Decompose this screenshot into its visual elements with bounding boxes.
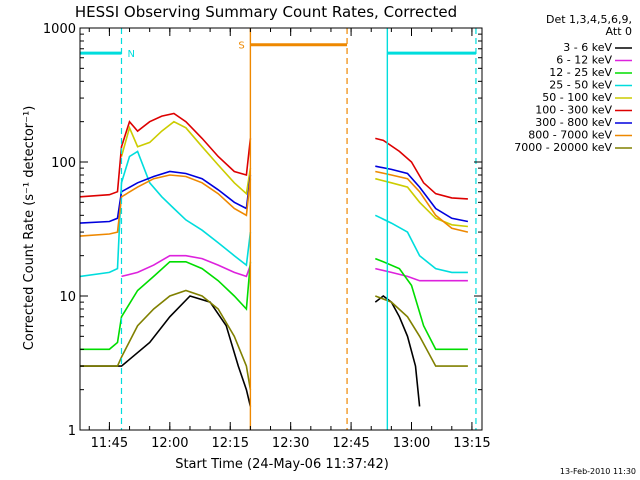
series-line-5-segment-2 [375,177,468,228]
x-tick-label: 11:45 [91,436,128,451]
legend-item-label: 6 - 12 keV [556,54,612,67]
series-line-2-segment-1 [121,254,252,278]
series-line-9-segment-2 [375,295,468,367]
x-tick-label: 12:00 [151,436,188,451]
series-line-1-segment-2 [374,294,421,407]
x-tick-label: 13:15 [453,436,490,451]
legend-item-label: 3 - 6 keV [563,41,612,54]
legend-item-label: 7000 - 20000 keV [514,141,612,154]
legend-item-label: 100 - 300 keV [535,104,612,117]
legend-item-label: 300 - 800 keV [535,116,612,129]
y-tick-label: 10 [59,290,76,305]
legend-item-label: 12 - 25 keV [549,66,612,79]
series-line-8-segment-1 [80,174,252,237]
series-line-6-segment-2 [375,137,468,200]
x-tick-label: 13:00 [393,436,430,451]
y-tick-label: 100 [51,156,76,171]
marker-n-label: N [127,49,134,60]
x-axis-label: Start Time (24-May-06 11:37:42) [175,457,389,472]
footer-date: 13-Feb-2010 11:30 [560,467,636,476]
legend-header-line: Att 0 [606,25,632,38]
y-tick-label: 1 [68,424,76,439]
x-tick-label: 12:15 [212,436,249,451]
chart-title: HESSI Observing Summary Count Rates, Cor… [75,3,457,21]
series-line-7-segment-2 [375,165,469,223]
legend-item-label: 50 - 100 keV [542,91,612,104]
series-line-4-segment-1 [80,150,252,278]
y-tick-label: 1000 [43,22,76,37]
series-line-7-segment-1 [80,170,252,224]
series-line-1-segment-1 [80,295,252,407]
legend-item-label: 25 - 50 keV [549,79,612,92]
x-tick-label: 12:45 [332,436,369,451]
series-line-2-segment-2 [375,267,468,282]
series-line-3-segment-1 [80,261,252,351]
series-line-8-segment-2 [375,170,469,233]
series-line-4-segment-2 [374,214,468,274]
legend-item-label: 800 - 7000 keV [528,129,612,142]
marker-s-label: S [238,41,244,52]
legend-header-line: Det 1,3,4,5,6,9, [546,13,632,26]
series-line-9-segment-1 [80,289,252,390]
y-axis-label: Corrected Count Rate (s⁻¹ detector⁻¹) [22,106,37,351]
series-line-3-segment-2 [375,257,468,351]
x-tick-label: 12:30 [272,436,309,451]
plot-frame [79,27,483,431]
series-line-6-segment-1 [80,112,252,198]
series-line-5-segment-1 [120,120,252,196]
